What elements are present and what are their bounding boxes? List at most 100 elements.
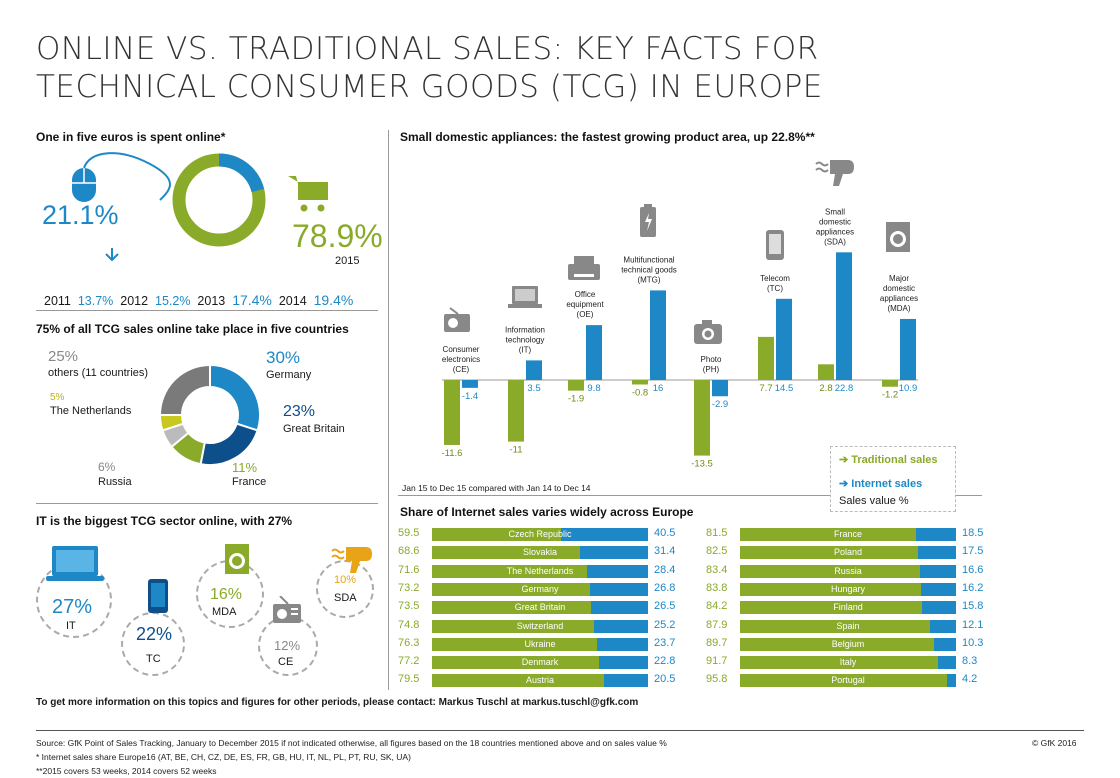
arrow-down-icon bbox=[105, 248, 119, 262]
country-label: Great Britain bbox=[514, 602, 566, 613]
hair-dryer-icon bbox=[331, 547, 372, 573]
traditional-share-value: 74.8 bbox=[398, 618, 420, 631]
traditional-share-bar bbox=[432, 582, 591, 596]
category-label-3: Multifunctional bbox=[623, 255, 674, 264]
bar-internet-7 bbox=[900, 318, 916, 380]
phone-icon bbox=[148, 579, 168, 613]
category-label-6: (SDA) bbox=[824, 237, 846, 246]
traditional-share-bar bbox=[740, 637, 934, 651]
share-bar-row: Germany bbox=[432, 582, 648, 596]
column-divider bbox=[388, 130, 389, 690]
traditional-share-bar bbox=[432, 546, 581, 560]
internet-share-value: 25.2 bbox=[654, 618, 676, 631]
bar-traditional-6 bbox=[818, 364, 834, 380]
internet-share-value: 12.1 bbox=[962, 618, 984, 631]
traditional-share-bar bbox=[432, 564, 587, 578]
internet-share-value: 16.6 bbox=[962, 563, 984, 576]
donut-segment-0 bbox=[209, 363, 261, 432]
arrow-right-icon: ➔ bbox=[839, 454, 849, 466]
traditional-share-value: 91.7 bbox=[706, 655, 728, 668]
year-2011: 2011 bbox=[44, 294, 71, 308]
share-bar-row: Great Britain bbox=[432, 601, 648, 615]
growth-chart-title: Small domestic appliances: the fastest g… bbox=[400, 130, 815, 144]
share-2013: 17.4% bbox=[232, 292, 272, 308]
online-share-heading: One in five euros is spent online* bbox=[36, 130, 226, 144]
traditional-share-value: 79.5 bbox=[398, 673, 420, 686]
internet-share-value: 22.8 bbox=[654, 655, 676, 668]
others-label: others (11 countries) bbox=[48, 367, 149, 379]
internet-share-bar bbox=[596, 637, 648, 651]
traditional-share-bar bbox=[740, 619, 930, 633]
internet-share-bar bbox=[590, 582, 648, 596]
category-label-7: domestic bbox=[883, 284, 915, 293]
russia-pct: 6% bbox=[98, 460, 116, 474]
internet-share-value: 10.3 bbox=[962, 636, 984, 649]
bar-internet-5 bbox=[776, 298, 792, 380]
legend-internet: ➔ Internet sales bbox=[839, 478, 923, 490]
category-label-4: Photo bbox=[701, 355, 722, 364]
tc-label: TC bbox=[146, 653, 161, 665]
netherlands-label: The Netherlands bbox=[50, 405, 132, 417]
country-label: Spain bbox=[836, 620, 860, 631]
traditional-share-value: 71.6 bbox=[398, 563, 420, 576]
others-pct: 25% bbox=[48, 348, 79, 365]
category-label-2: (OE) bbox=[577, 310, 594, 319]
country-label: Portugal bbox=[831, 675, 865, 686]
internet-share-value: 28.4 bbox=[654, 563, 676, 576]
internet-share-value: 40.5 bbox=[654, 527, 676, 539]
bar-internet-2 bbox=[586, 325, 602, 380]
mda-pct: 16% bbox=[210, 586, 243, 603]
internet-share-bar bbox=[921, 601, 956, 615]
battery-icon bbox=[640, 204, 656, 237]
footer-note-1: * Internet sales share Europe16 (AT, BE,… bbox=[36, 752, 411, 762]
traditional-share-bar bbox=[740, 674, 947, 688]
share-bar-row: France bbox=[740, 528, 956, 541]
share-bar-row: Switzerland bbox=[432, 619, 648, 633]
category-label-5: (TC) bbox=[767, 284, 783, 293]
category-label-3: (MTG) bbox=[637, 275, 660, 284]
internet-share-value: 4.2 bbox=[962, 673, 978, 686]
value-label-traditional-0: -11.6 bbox=[442, 448, 463, 459]
page-title: ONLINE VS. TRADITIONAL SALES: KEY FACTS … bbox=[36, 31, 823, 105]
value-label-traditional-5: 7.7 bbox=[759, 383, 772, 394]
category-label-7: Major bbox=[889, 274, 909, 283]
bar-traditional-2 bbox=[568, 380, 584, 391]
category-label-7: appliances bbox=[880, 294, 918, 303]
year-2014: 2014 bbox=[278, 294, 307, 308]
russia-label: Russia bbox=[98, 476, 132, 488]
sector-heading: IT is the biggest TCG sector online, wit… bbox=[36, 514, 293, 528]
category-label-1: Information bbox=[505, 325, 545, 334]
country-label: Denmark bbox=[521, 657, 559, 668]
traditional-share-bar bbox=[740, 528, 917, 541]
divider bbox=[398, 495, 982, 496]
share-chart-title: Share of Internet sales varies widely ac… bbox=[400, 505, 694, 519]
country-label: Austria bbox=[525, 675, 554, 686]
value-label-internet-5: 14.5 bbox=[775, 383, 794, 394]
value-label-traditional-7: -1.2 bbox=[882, 390, 898, 401]
copyright: © GfK 2016 bbox=[1032, 738, 1077, 748]
country-label: Italy bbox=[839, 657, 857, 668]
hair-dryer-icon bbox=[815, 160, 854, 186]
category-label-6: Small bbox=[825, 207, 845, 216]
legend-traditional: ➔ Traditional sales bbox=[839, 454, 938, 466]
share-bar-row: Italy bbox=[740, 656, 956, 670]
footer-divider bbox=[36, 730, 1084, 731]
category-label-6: appliances bbox=[816, 227, 854, 236]
country-label: The Netherlands bbox=[506, 565, 574, 576]
category-label-6: domestic bbox=[819, 217, 851, 226]
traditional-share-value: 68.6 bbox=[398, 545, 420, 558]
it-pct: 27% bbox=[52, 596, 93, 618]
traditional-share-value: 73.5 bbox=[398, 600, 420, 613]
internet-share-value: 8.3 bbox=[962, 655, 978, 668]
internet-share-value: 16.2 bbox=[962, 581, 984, 594]
country-label: Ukraine bbox=[524, 638, 556, 649]
great-britain-pct: 23% bbox=[283, 403, 316, 420]
ce-pct: 12% bbox=[274, 638, 301, 653]
traditional-share-value: 59.5 bbox=[398, 527, 420, 539]
category-icons bbox=[444, 160, 910, 344]
internet-share-value: 15.8 bbox=[962, 600, 984, 613]
traditional-share-value: 73.2 bbox=[398, 581, 420, 594]
share-bar-row: Russia bbox=[740, 564, 956, 578]
internet-share-value: 20.5 bbox=[654, 673, 676, 686]
